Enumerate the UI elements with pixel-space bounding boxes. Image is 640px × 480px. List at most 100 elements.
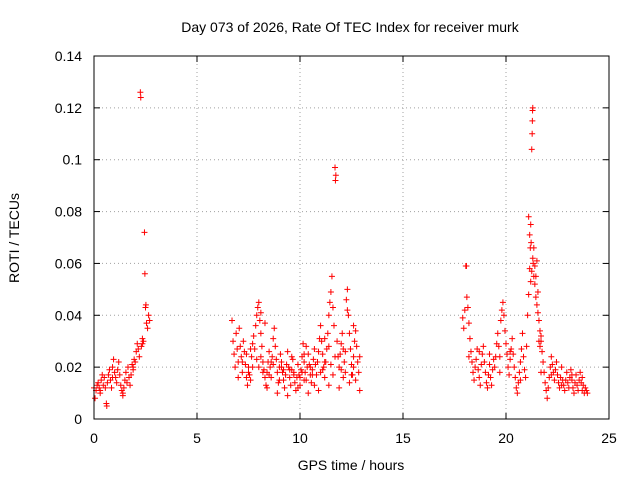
data-point (551, 377, 558, 384)
data-point (139, 340, 146, 347)
data-point (135, 345, 142, 352)
data-point (539, 348, 546, 355)
data-point (252, 322, 259, 329)
data-point (348, 371, 355, 378)
data-point (235, 374, 242, 381)
data-point (356, 387, 363, 394)
data-point (563, 369, 570, 376)
data-point (244, 382, 251, 389)
data-point (240, 338, 247, 345)
data-point (268, 358, 275, 365)
data-point (356, 353, 363, 360)
data-point (272, 343, 279, 350)
data-point (95, 379, 102, 386)
data-point (130, 364, 137, 371)
data-point (496, 353, 503, 360)
data-point (527, 278, 534, 285)
data-point (536, 343, 543, 350)
data-point (264, 384, 271, 391)
data-point (533, 301, 540, 308)
data-point (524, 312, 531, 319)
data-point (138, 343, 145, 350)
data-point (488, 382, 495, 389)
data-point (116, 371, 123, 378)
data-point (529, 255, 536, 262)
data-point (233, 330, 240, 337)
data-point (266, 371, 273, 378)
data-point (469, 358, 476, 365)
data-point (137, 94, 144, 101)
data-point (494, 330, 501, 337)
data-point (483, 379, 490, 386)
data-point (552, 366, 559, 373)
data-point (290, 371, 297, 378)
data-point (239, 369, 246, 376)
data-point (299, 369, 306, 376)
data-point (123, 379, 130, 386)
data-point (350, 364, 357, 371)
data-point (472, 364, 479, 371)
data-point (136, 353, 143, 360)
data-point (496, 369, 503, 376)
data-point (332, 177, 339, 184)
data-point (342, 369, 349, 376)
data-point (139, 335, 146, 342)
data-point (321, 374, 328, 381)
y-tick-label: 0.08 (55, 204, 82, 220)
data-point (259, 358, 266, 365)
data-point (104, 379, 111, 386)
data-point (577, 369, 584, 376)
data-point (257, 309, 264, 316)
data-point (332, 353, 339, 360)
data-point (525, 213, 532, 220)
data-point (275, 379, 282, 386)
data-point (301, 351, 308, 358)
data-point (306, 361, 313, 368)
data-point (258, 343, 265, 350)
data-point (476, 374, 483, 381)
data-point (289, 356, 296, 363)
data-point (300, 340, 307, 347)
data-point (120, 384, 127, 391)
x-tick-label: 20 (498, 430, 514, 446)
x-tick-label: 15 (395, 430, 411, 446)
data-point (535, 338, 542, 345)
data-point (345, 312, 352, 319)
data-point (329, 371, 336, 378)
data-point (338, 340, 345, 347)
data-point (352, 327, 359, 334)
data-point (325, 343, 332, 350)
data-point (243, 351, 250, 358)
data-point (137, 89, 144, 96)
data-point (570, 390, 577, 397)
data-point (347, 345, 354, 352)
data-point (276, 377, 283, 384)
data-point (249, 364, 256, 371)
data-point (284, 392, 291, 399)
data-point (507, 348, 514, 355)
data-point (142, 301, 149, 308)
data-point (307, 364, 314, 371)
data-point (529, 117, 536, 124)
data-point (466, 335, 473, 342)
data-point (568, 377, 575, 384)
data-point (479, 351, 486, 358)
data-point (579, 374, 586, 381)
data-point (511, 364, 518, 371)
data-point (255, 364, 262, 371)
data-point (325, 312, 332, 319)
data-point (558, 382, 565, 389)
data-point (119, 390, 126, 397)
data-point (270, 335, 277, 342)
data-point (475, 366, 482, 373)
data-point (353, 343, 360, 350)
data-point (101, 374, 108, 381)
data-point (526, 231, 533, 238)
data-point (548, 371, 555, 378)
data-point (340, 374, 347, 381)
data-point (336, 384, 343, 391)
data-point (350, 322, 357, 329)
data-point (269, 353, 276, 360)
data-point (140, 338, 147, 345)
data-point (465, 320, 472, 327)
